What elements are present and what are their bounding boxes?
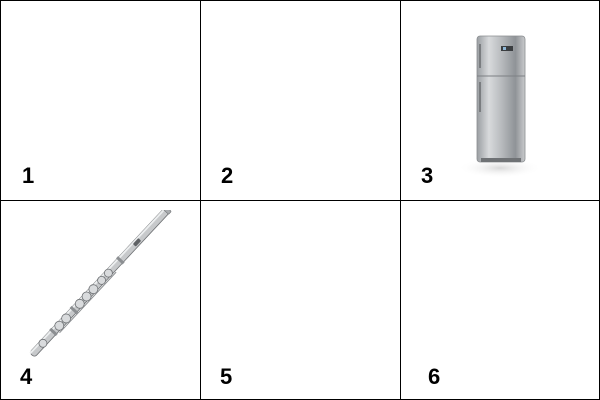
grid-cell-6[interactable] [400,200,600,400]
cell-number-1: 1 [22,163,35,188]
grid-cell-1[interactable] [0,0,201,201]
grid-cell-2[interactable] [200,0,401,201]
cell-number-5: 5 [220,364,233,389]
refrigerator-icon [458,35,542,178]
cell-number-4: 4 [20,364,33,389]
grid-cell-4[interactable] [0,200,201,400]
grid-cell-5[interactable] [200,200,401,400]
cell-number-3: 3 [421,163,434,188]
cell-number-6: 6 [428,364,441,389]
flute-icon [29,210,172,357]
cell-number-2: 2 [221,163,234,188]
